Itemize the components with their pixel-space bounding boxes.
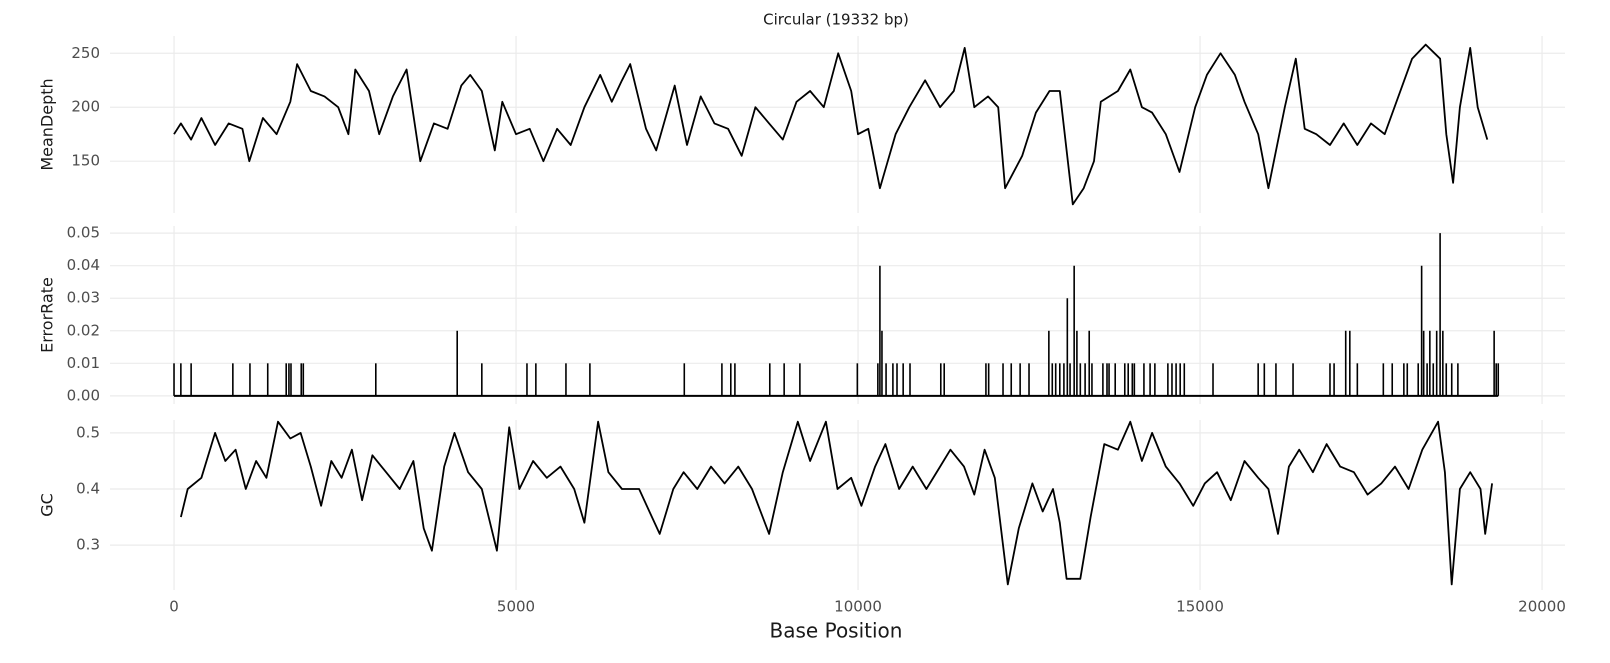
y-axis-title: ErrorRate — [38, 277, 57, 353]
y-tick-label: 0.01 — [67, 354, 100, 372]
y-tick-label: 0.03 — [67, 289, 100, 307]
y-tick-label: 0.00 — [67, 386, 100, 404]
y-tick-label: 200 — [71, 98, 100, 116]
y-tick-label: 150 — [71, 152, 100, 170]
x-tick-label: 0 — [169, 598, 179, 616]
y-tick-label: 0.02 — [67, 321, 100, 339]
data-line — [173, 43, 1489, 206]
x-tick-label: 5000 — [497, 598, 535, 616]
y-tick-label: 0.4 — [76, 480, 100, 498]
y-tick-label: 0.3 — [76, 536, 100, 554]
x-tick-label: 20000 — [1518, 598, 1566, 616]
x-tick-label: 10000 — [834, 598, 882, 616]
y-axis-title: GC — [38, 493, 57, 517]
y-tick-label: 0.5 — [76, 423, 100, 441]
data-line — [180, 420, 1493, 586]
y-tick-label: 0.05 — [67, 224, 100, 242]
y-tick-label: 250 — [71, 44, 100, 62]
y-tick-label: 0.04 — [67, 256, 100, 274]
x-axis-title: Base Position — [770, 619, 903, 643]
x-tick-label: 15000 — [1176, 598, 1224, 616]
y-axis-title: MeanDepth — [38, 78, 57, 170]
chart-title: Circular (19332 bp) — [763, 11, 909, 29]
